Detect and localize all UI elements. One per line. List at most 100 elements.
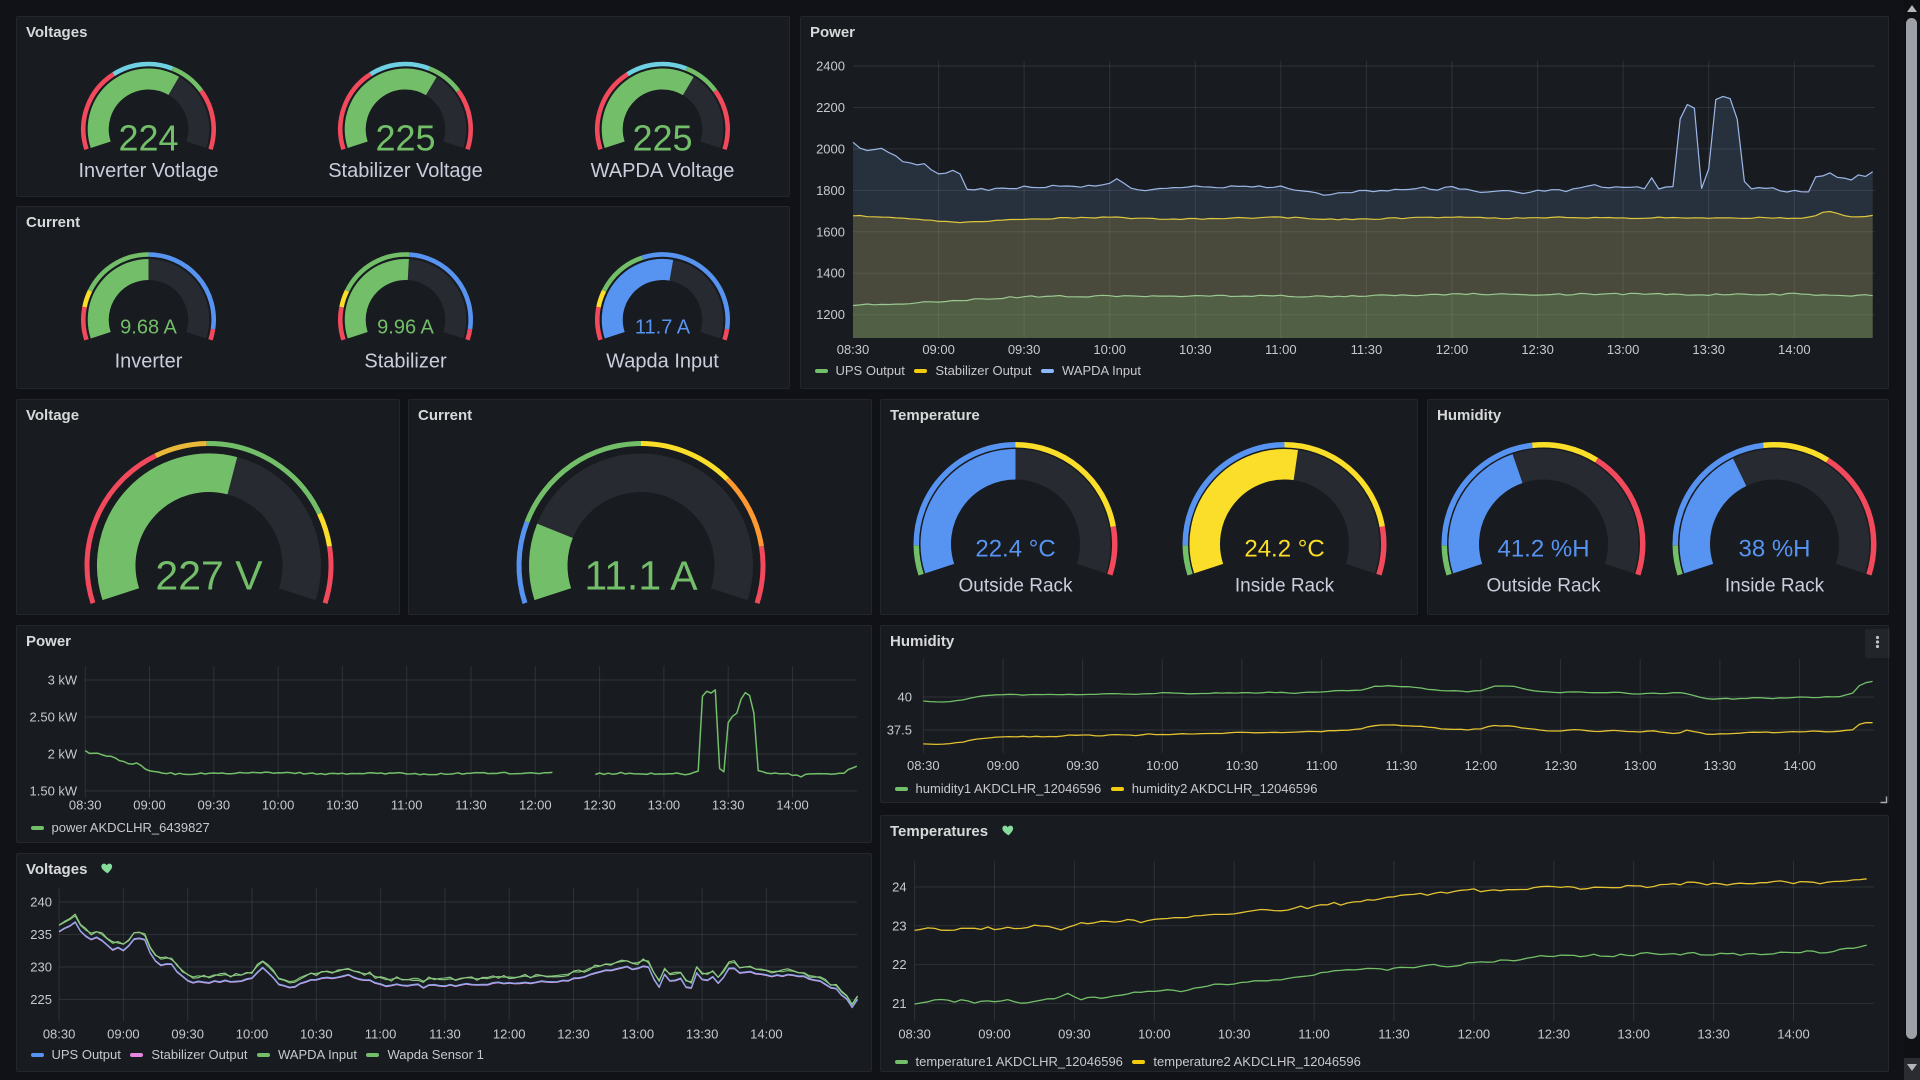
svg-text:09:30: 09:30 <box>1066 758 1099 773</box>
svg-text:23: 23 <box>892 918 906 933</box>
svg-text:11:00: 11:00 <box>1306 758 1338 773</box>
svg-text:12:00: 12:00 <box>1458 1027 1491 1042</box>
svg-text:10:30: 10:30 <box>326 797 359 812</box>
svg-text:1200: 1200 <box>816 307 845 322</box>
svg-text:3 kW: 3 kW <box>48 673 78 688</box>
svg-text:9.96 A: 9.96 A <box>377 317 434 339</box>
svg-text:14:00: 14:00 <box>1778 342 1811 357</box>
svg-text:13:00: 13:00 <box>1624 758 1657 773</box>
svg-text:40: 40 <box>898 690 912 705</box>
svg-text:2400: 2400 <box>816 59 845 74</box>
svg-text:10:30: 10:30 <box>1226 758 1259 773</box>
svg-text:13:30: 13:30 <box>1704 758 1737 773</box>
svg-text:11:30: 11:30 <box>1378 1027 1410 1042</box>
svg-text:Inverter Votlage: Inverter Votlage <box>78 160 218 182</box>
svg-text:2200: 2200 <box>816 100 845 115</box>
svg-text:11:30: 11:30 <box>1351 342 1383 357</box>
svg-text:Outside Rack: Outside Rack <box>1486 576 1601 597</box>
svg-text:09:30: 09:30 <box>1008 342 1041 357</box>
svg-text:10:00: 10:00 <box>1138 1027 1171 1042</box>
svg-text:11:00: 11:00 <box>1265 342 1297 357</box>
svg-text:13:00: 13:00 <box>648 797 681 812</box>
svg-text:WAPDA Voltage: WAPDA Voltage <box>591 160 735 182</box>
svg-text:13:00: 13:00 <box>622 1027 655 1042</box>
svg-text:13:30: 13:30 <box>712 797 745 812</box>
svg-text:10:30: 10:30 <box>300 1027 333 1042</box>
svg-text:41.2 %H: 41.2 %H <box>1497 536 1589 563</box>
svg-text:09:00: 09:00 <box>922 342 955 357</box>
svg-text:Outside Rack: Outside Rack <box>958 576 1073 597</box>
svg-text:Wapda Input: Wapda Input <box>606 351 719 373</box>
svg-text:10:00: 10:00 <box>1146 758 1179 773</box>
svg-text:11:30: 11:30 <box>455 797 487 812</box>
svg-text:Stabilizer: Stabilizer <box>364 351 447 373</box>
svg-text:10:00: 10:00 <box>1093 342 1126 357</box>
svg-text:11:00: 11:00 <box>1298 1027 1330 1042</box>
svg-text:11.7 A: 11.7 A <box>635 317 691 339</box>
svg-text:10:00: 10:00 <box>236 1027 269 1042</box>
svg-text:11:00: 11:00 <box>365 1027 397 1042</box>
svg-text:2.50 kW: 2.50 kW <box>30 710 78 725</box>
svg-text:12:30: 12:30 <box>1544 758 1577 773</box>
svg-text:14:00: 14:00 <box>750 1027 783 1042</box>
svg-text:09:30: 09:30 <box>198 797 231 812</box>
svg-text:230: 230 <box>30 960 52 975</box>
svg-text:08:30: 08:30 <box>837 342 870 357</box>
svg-text:10:00: 10:00 <box>262 797 295 812</box>
svg-text:14:00: 14:00 <box>1783 758 1816 773</box>
svg-text:13:30: 13:30 <box>686 1027 719 1042</box>
svg-text:22: 22 <box>892 957 906 972</box>
svg-text:Stabilizer Voltage: Stabilizer Voltage <box>328 160 483 182</box>
svg-text:10:30: 10:30 <box>1218 1027 1251 1042</box>
svg-text:12:00: 12:00 <box>519 797 552 812</box>
svg-text:11:00: 11:00 <box>391 797 423 812</box>
svg-text:10:30: 10:30 <box>1179 342 1212 357</box>
svg-text:14:00: 14:00 <box>1777 1027 1810 1042</box>
svg-text:13:00: 13:00 <box>1617 1027 1650 1042</box>
svg-text:08:30: 08:30 <box>898 1027 931 1042</box>
svg-text:225: 225 <box>632 118 692 159</box>
svg-text:12:00: 12:00 <box>493 1027 526 1042</box>
svg-text:227 V: 227 V <box>155 553 263 599</box>
svg-text:12:30: 12:30 <box>1521 342 1554 357</box>
svg-text:1800: 1800 <box>816 183 845 198</box>
svg-text:235: 235 <box>30 927 52 942</box>
svg-text:11:30: 11:30 <box>1386 758 1418 773</box>
svg-text:08:30: 08:30 <box>43 1027 76 1042</box>
svg-text:21: 21 <box>892 996 906 1011</box>
svg-text:13:00: 13:00 <box>1607 342 1640 357</box>
svg-text:240: 240 <box>30 895 52 910</box>
svg-text:08:30: 08:30 <box>907 758 940 773</box>
svg-text:09:00: 09:00 <box>133 797 166 812</box>
svg-text:12:30: 12:30 <box>557 1027 590 1042</box>
svg-text:22.4 °C: 22.4 °C <box>975 536 1055 563</box>
svg-text:09:00: 09:00 <box>987 758 1020 773</box>
svg-text:224: 224 <box>118 118 178 159</box>
svg-text:1400: 1400 <box>816 266 845 281</box>
svg-text:13:30: 13:30 <box>1697 1027 1730 1042</box>
svg-text:2 kW: 2 kW <box>48 747 78 762</box>
svg-text:225: 225 <box>30 992 52 1007</box>
svg-text:2000: 2000 <box>816 141 845 156</box>
svg-text:13:30: 13:30 <box>1692 342 1725 357</box>
svg-text:225: 225 <box>375 118 435 159</box>
svg-text:12:00: 12:00 <box>1465 758 1498 773</box>
svg-text:09:00: 09:00 <box>978 1027 1011 1042</box>
svg-text:12:30: 12:30 <box>583 797 616 812</box>
svg-text:Inside Rack: Inside Rack <box>1235 576 1335 597</box>
svg-text:09:30: 09:30 <box>171 1027 204 1042</box>
svg-text:14:00: 14:00 <box>776 797 809 812</box>
svg-text:11.1 A: 11.1 A <box>584 553 698 599</box>
svg-text:09:30: 09:30 <box>1058 1027 1091 1042</box>
svg-text:11:30: 11:30 <box>429 1027 461 1042</box>
svg-text:38 %H: 38 %H <box>1738 536 1810 563</box>
svg-text:24: 24 <box>892 880 906 895</box>
svg-text:12:00: 12:00 <box>1436 342 1469 357</box>
svg-text:09:00: 09:00 <box>107 1027 140 1042</box>
svg-text:24.2 °C: 24.2 °C <box>1244 536 1324 563</box>
svg-text:Inside Rack: Inside Rack <box>1725 576 1825 597</box>
svg-text:1.50 kW: 1.50 kW <box>30 784 78 799</box>
svg-text:12:30: 12:30 <box>1538 1027 1571 1042</box>
svg-text:Inverter: Inverter <box>115 351 183 373</box>
svg-text:9.68 A: 9.68 A <box>120 317 177 339</box>
